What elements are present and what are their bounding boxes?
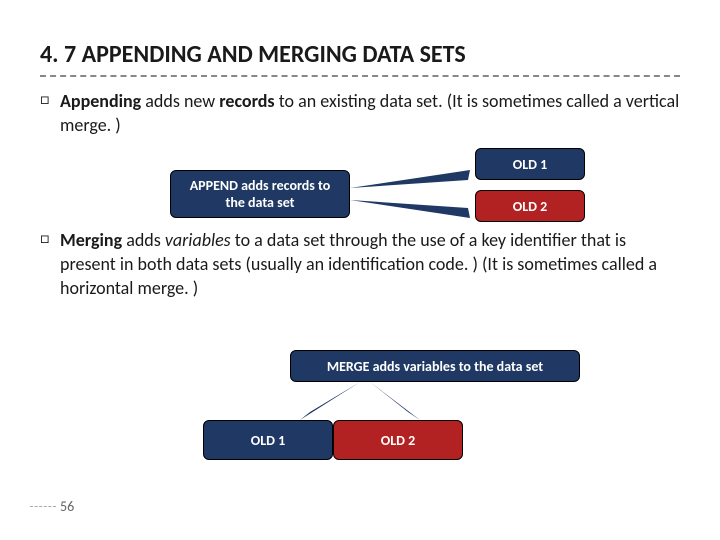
bullet-word-merging: Merging: [60, 229, 122, 251]
bullet-text: adds: [122, 229, 165, 251]
old1-label: OLD 1: [513, 156, 547, 173]
bullet-text: adds new: [141, 90, 219, 112]
pointer-icon: [300, 382, 420, 422]
append-callout-label: APPEND adds records to the data set: [181, 177, 339, 211]
page-number: 56: [60, 498, 74, 515]
slide: 4. 7 APPENDING AND MERGING DATA SETS App…: [0, 0, 720, 540]
bullet-appending: Appending adds new records to an existin…: [40, 89, 680, 138]
merge-callout-label: MERGE adds variables to the data set: [327, 358, 543, 375]
old2-box-bottom: OLD 2: [333, 420, 463, 460]
bullet-word-appending: Appending: [60, 90, 141, 112]
old1-box-bottom: OLD 1: [203, 420, 333, 460]
append-callout: APPEND adds records to the data set: [170, 170, 350, 218]
bullet-word-variables: variables: [165, 229, 231, 251]
pointer-icon: [350, 170, 480, 225]
bullet-word-records: records: [219, 90, 274, 112]
slide-title: 4. 7 APPENDING AND MERGING DATA SETS: [40, 40, 680, 77]
bullet-merging: Merging adds variables to a data set thr…: [40, 228, 680, 301]
old2-box-top: OLD 2: [475, 190, 585, 222]
old2-label: OLD 2: [381, 432, 415, 449]
old1-box-top: OLD 1: [475, 148, 585, 180]
old2-label: OLD 2: [513, 198, 547, 215]
old1-label: OLD 1: [251, 432, 285, 449]
merge-callout: MERGE adds variables to the data set: [290, 350, 580, 382]
